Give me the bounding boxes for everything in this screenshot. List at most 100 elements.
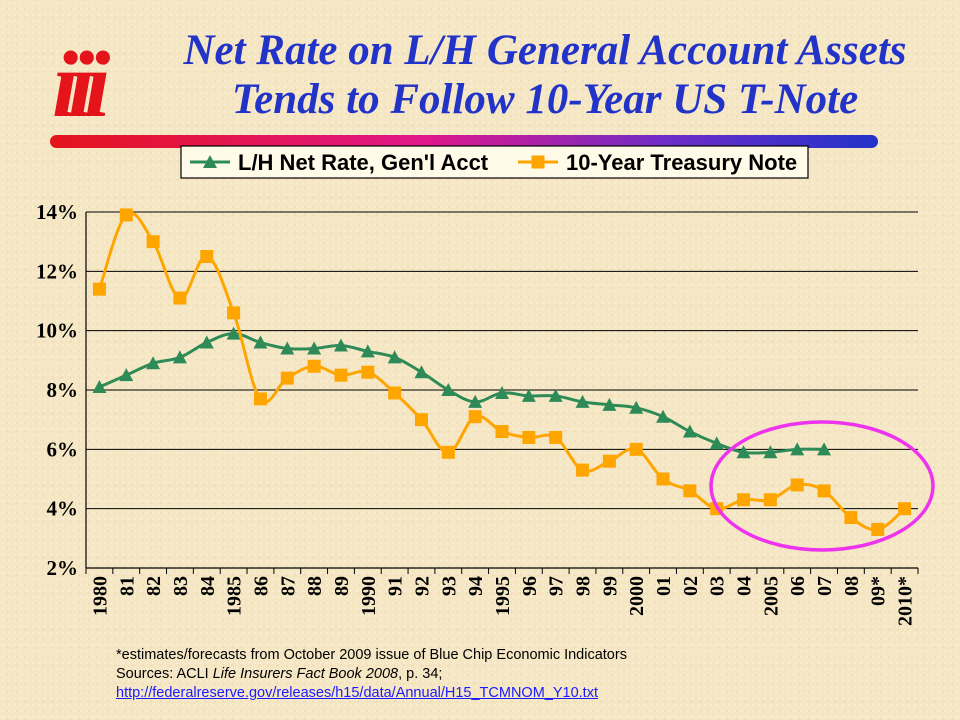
lh-net-rate-point [307, 341, 322, 355]
lh-net-rate-point [682, 424, 697, 438]
estimates-note: *estimates/forecasts from October 2009 i… [116, 647, 627, 663]
title-line-2: Tends to Follow 10-Year US T-Note [231, 76, 859, 123]
lh-net-rate-point [280, 341, 295, 355]
lh-net-rate-point [253, 335, 268, 349]
x-tick-label: 86 [250, 576, 272, 596]
x-tick-label: 87 [277, 576, 299, 596]
lh-net-rate-point [360, 344, 375, 358]
lh-net-rate-point [414, 365, 429, 379]
x-tick-label: 08 [841, 576, 863, 596]
y-tick-label: 14% [36, 200, 78, 224]
x-tick-label: 84 [197, 576, 219, 596]
chart-legend: L/H Net Rate, Gen'l Acct 10-Year Treasury… [180, 145, 809, 179]
treasury-note-point [549, 430, 563, 444]
x-tick-label: 98 [573, 576, 595, 596]
lh-net-rate-point [548, 388, 563, 402]
x-tick-label: 88 [304, 576, 326, 596]
x-tick-label: 06 [787, 576, 809, 596]
y-tick-label: 2% [47, 556, 79, 580]
x-tick-label: 03 [707, 576, 729, 596]
treasury-note-point [898, 502, 912, 516]
y-tick-label: 12% [36, 259, 78, 283]
lh-net-rate-point [709, 436, 724, 450]
lh-net-rate-point [199, 335, 214, 349]
sources-prefix: Sources: ACLI [116, 666, 213, 682]
x-tick-label: 82 [143, 576, 165, 596]
treasury-note-point [468, 410, 482, 424]
footnote: *estimates/forecasts from October 2009 i… [116, 646, 936, 703]
lh-net-rate-point [521, 388, 536, 402]
treasury-note-point [414, 413, 428, 427]
treasury-note-point [388, 386, 402, 400]
lh-net-rate-point [92, 380, 107, 394]
x-tick-label: 1980 [89, 576, 111, 616]
treasury-note-point [522, 430, 536, 444]
treasury-note-point [629, 442, 643, 456]
x-tick-label: 99 [599, 576, 621, 596]
treasury-note-point [763, 493, 777, 507]
sources-line: Sources: ACLI Life Insurers Fact Book 20… [116, 665, 936, 684]
x-tick-label: 83 [170, 576, 192, 596]
y-tick-label: 4% [47, 497, 79, 521]
lh-net-rate-point [468, 394, 483, 408]
lh-net-rate-point [441, 383, 456, 396]
treasury-note-point [146, 235, 160, 249]
treasury-note-point [173, 291, 187, 305]
highlight-ellipse [709, 420, 935, 552]
title-underline-bar [50, 135, 878, 148]
y-tick-label: 10% [36, 319, 78, 343]
source-link[interactable]: http://federalreserve.gov/releases/h15/d… [116, 685, 598, 701]
y-tick-label: 8% [47, 378, 79, 402]
treasury-note-line [98, 211, 906, 532]
x-tick-label: 04 [734, 576, 756, 596]
treasury-note-point [495, 425, 509, 439]
legend-marker-triangle [203, 155, 217, 168]
lh-net-rate-point [119, 368, 134, 382]
lh-net-rate-point [763, 445, 778, 459]
treasury-note-point [307, 359, 321, 373]
treasury-note-point [119, 208, 133, 222]
lh-net-rate-point [790, 442, 805, 456]
lh-net-rate-point [387, 350, 402, 364]
treasury-note-point [200, 250, 214, 263]
treasury-note-point [576, 463, 590, 477]
lh-net-rate-point [333, 338, 348, 352]
treasury-note-point [737, 493, 751, 507]
treasury-note-point [817, 484, 831, 498]
lh-net-rate-point [495, 385, 509, 399]
lh-net-rate-point [226, 326, 241, 340]
treasury-note-point [656, 472, 670, 486]
x-tick-label: 92 [411, 576, 433, 596]
x-tick-label: 81 [116, 576, 138, 596]
lh-net-rate-line [98, 332, 825, 455]
lh-net-rate-point [172, 350, 187, 364]
treasury-note-point [361, 365, 375, 379]
x-tick-label: 1995 [492, 576, 514, 616]
x-tick-label: 09* [868, 576, 890, 606]
x-tick-label: 93 [438, 576, 460, 596]
x-tick-label: 1985 [224, 576, 246, 616]
legend-label: 10-Year Treasury Note [566, 150, 797, 175]
page-title: Net Rate on L/H General Account Assets T… [145, 26, 945, 124]
treasury-note-point [844, 511, 858, 525]
x-tick-label: 96 [519, 576, 541, 596]
x-tick-label: 02 [680, 576, 702, 596]
treasury-note-point [602, 454, 616, 468]
lh-net-rate-point [736, 445, 751, 459]
treasury-note-point [683, 484, 697, 498]
treasury-note-point [253, 392, 267, 406]
x-tick-label: 2005 [760, 576, 782, 616]
lh-net-rate-point [146, 356, 161, 370]
legend-label: L/H Net Rate, Gen'l Acct [238, 150, 489, 175]
treasury-note-point [871, 522, 885, 536]
x-tick-label: 01 [653, 576, 675, 596]
treasury-note-point [334, 368, 348, 382]
x-tick-label: 2010* [895, 576, 917, 626]
treasury-note-point [92, 282, 106, 296]
title-line-1: Net Rate on L/H General Account Assets [183, 27, 907, 74]
legend-marker-square [531, 155, 545, 169]
treasury-note-point [790, 478, 804, 492]
lh-net-rate-point [817, 442, 832, 456]
sources-title: Life Insurers Fact Book 2008 [212, 666, 399, 682]
x-tick-label: 97 [546, 576, 568, 596]
